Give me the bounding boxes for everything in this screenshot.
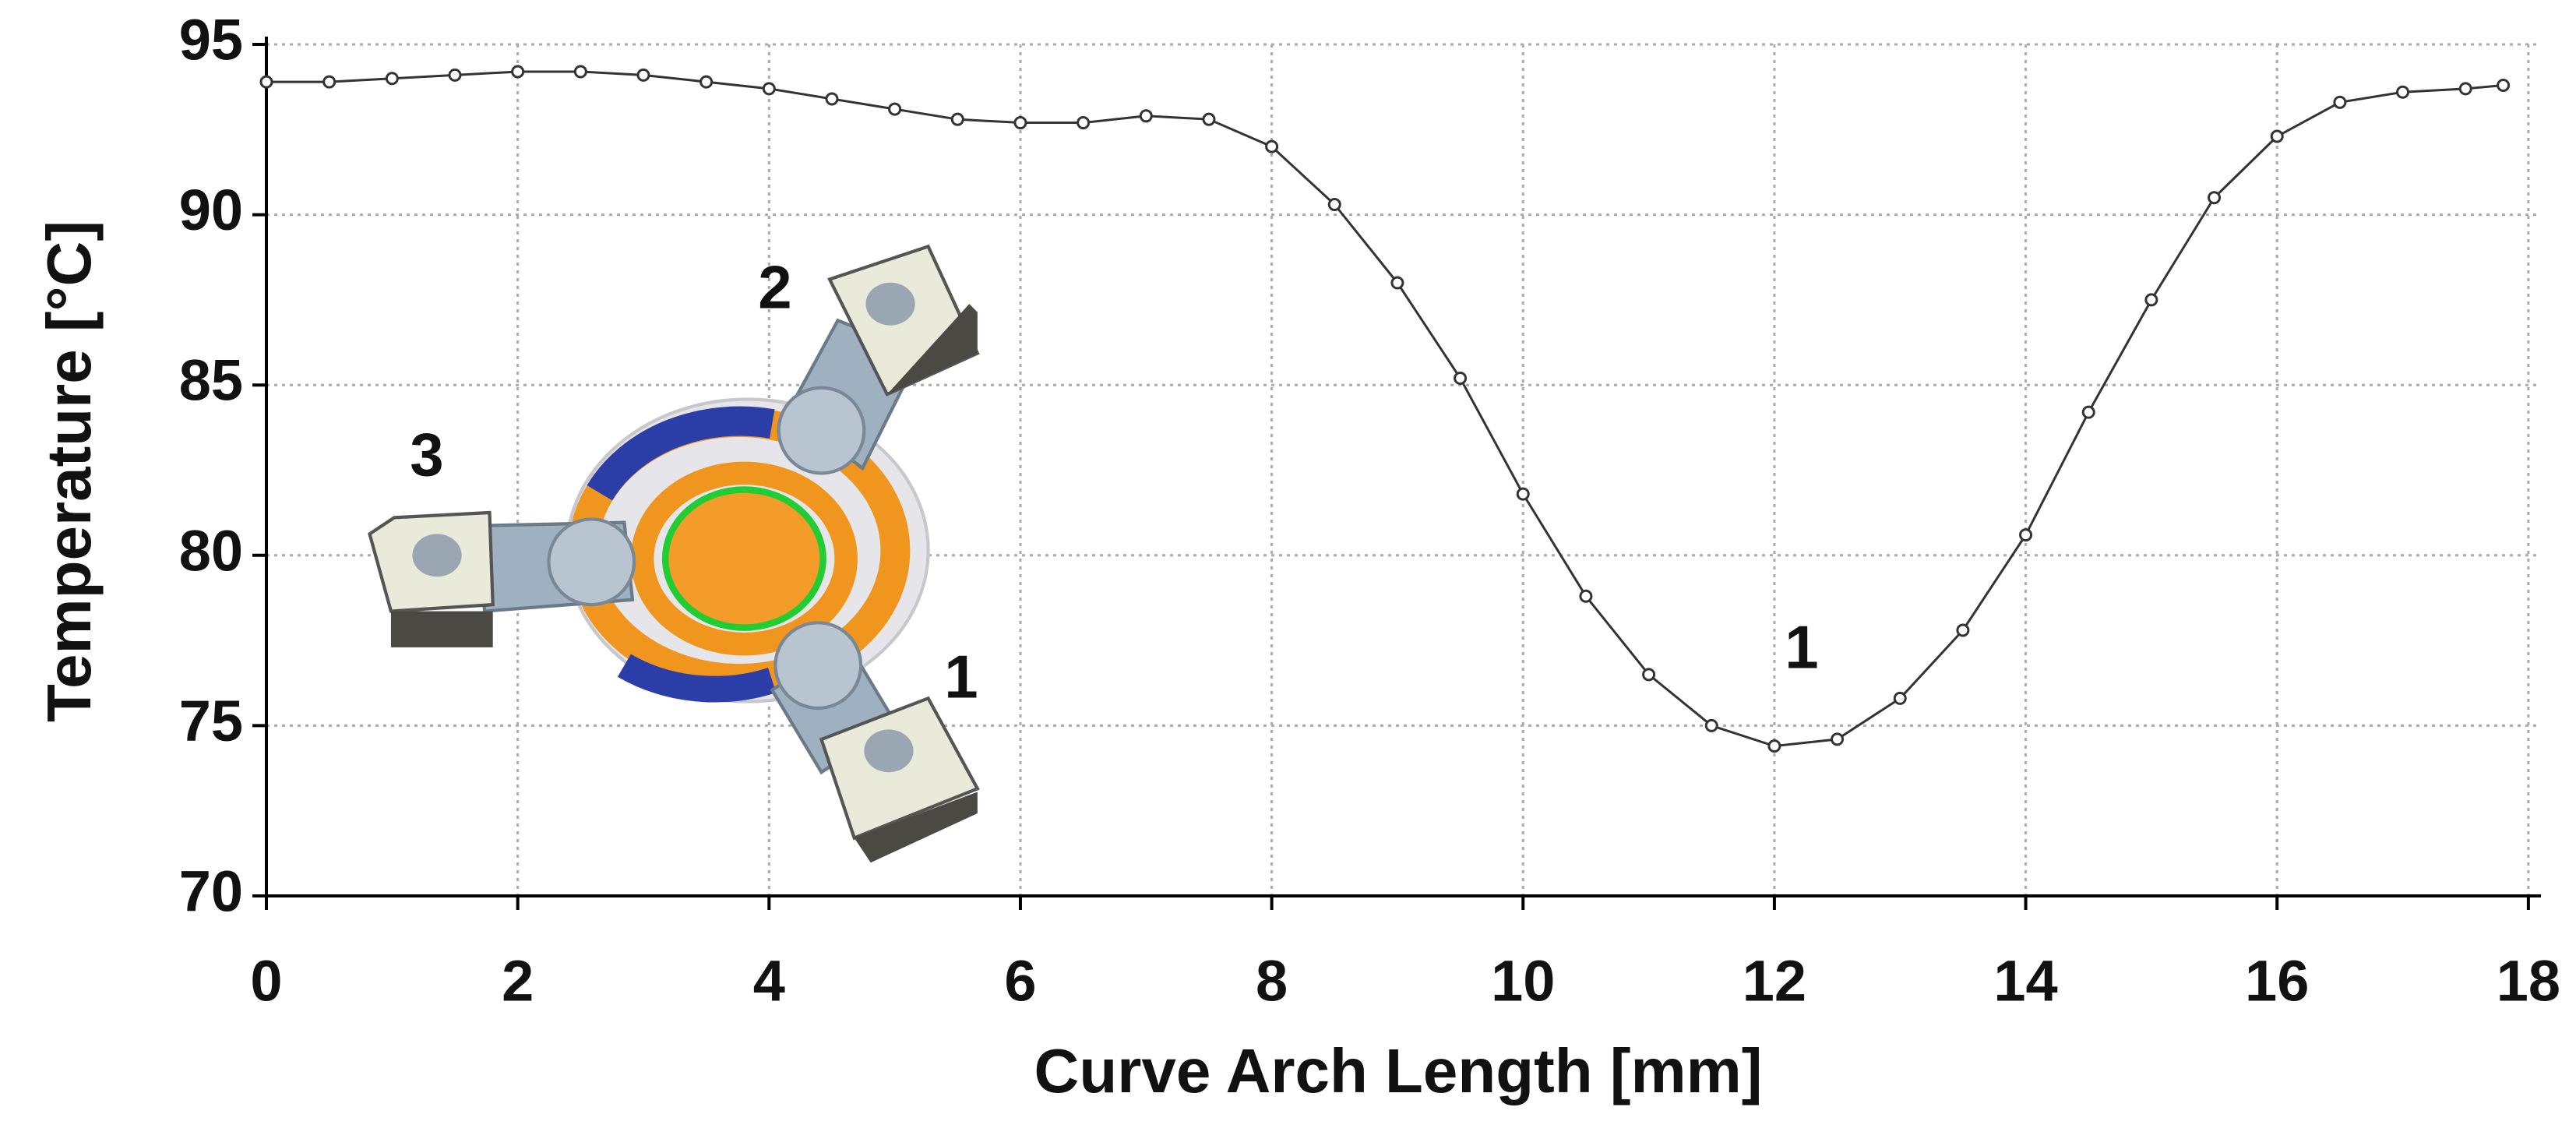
annotation: 1	[1785, 613, 1818, 682]
inset-label: 2	[758, 253, 791, 322]
point	[448, 68, 462, 82]
point	[573, 65, 587, 79]
point	[636, 68, 650, 82]
x-axis-title: Curve Arch Length [mm]	[1034, 1036, 1763, 1105]
x-tick-label: 8	[1256, 949, 1288, 1014]
y-tick-label: 75	[179, 689, 243, 753]
y-tick-label: 70	[179, 859, 243, 924]
x-tick-label: 6	[1004, 949, 1036, 1014]
y-tick-label: 95	[179, 8, 243, 72]
point	[1265, 139, 1279, 153]
x-tick-label: 4	[753, 949, 785, 1014]
point	[1956, 623, 1970, 637]
point	[1202, 112, 1216, 126]
point	[1704, 718, 1718, 732]
y-axis-title: Temperature [°C]	[34, 220, 104, 722]
point	[762, 82, 776, 96]
x-tick-label: 14	[1993, 949, 2057, 1014]
point	[2396, 85, 2410, 99]
point	[2497, 78, 2511, 92]
inset-illustration	[368, 244, 980, 863]
point	[2081, 405, 2095, 419]
point	[1139, 109, 1153, 123]
x-tick-label: 2	[502, 949, 534, 1014]
inset-label: 1	[944, 643, 978, 711]
point	[888, 102, 902, 116]
y-tick-label: 90	[179, 178, 243, 242]
point	[1831, 732, 1845, 746]
inset-label: 3	[410, 421, 443, 489]
point	[2144, 293, 2158, 307]
point	[1893, 691, 1907, 705]
point	[1077, 116, 1091, 130]
point	[1642, 668, 1656, 682]
x-tick-label: 18	[2497, 949, 2560, 1014]
point	[2333, 95, 2347, 109]
point	[1454, 371, 1468, 385]
y-tick-label: 80	[179, 518, 243, 583]
point	[1327, 197, 1341, 211]
line	[266, 70, 2504, 748]
point	[1767, 739, 1781, 753]
x-tick-label: 16	[2245, 949, 2309, 1014]
point	[511, 65, 525, 79]
point	[322, 75, 337, 89]
point	[2270, 129, 2284, 143]
point	[2458, 82, 2472, 96]
point	[2208, 191, 2222, 205]
x-tick-label: 12	[1743, 949, 1806, 1014]
point	[950, 112, 964, 126]
x-tick-label: 10	[1491, 949, 1555, 1014]
point	[700, 75, 714, 89]
point	[1390, 276, 1404, 290]
point	[1579, 589, 1593, 603]
point	[385, 72, 399, 86]
point	[1516, 487, 1530, 501]
x-tick-label: 0	[250, 949, 282, 1014]
point	[2019, 528, 2033, 542]
point	[825, 92, 839, 106]
point	[259, 75, 273, 89]
y-tick-label: 85	[179, 348, 243, 413]
point	[1013, 116, 1027, 130]
